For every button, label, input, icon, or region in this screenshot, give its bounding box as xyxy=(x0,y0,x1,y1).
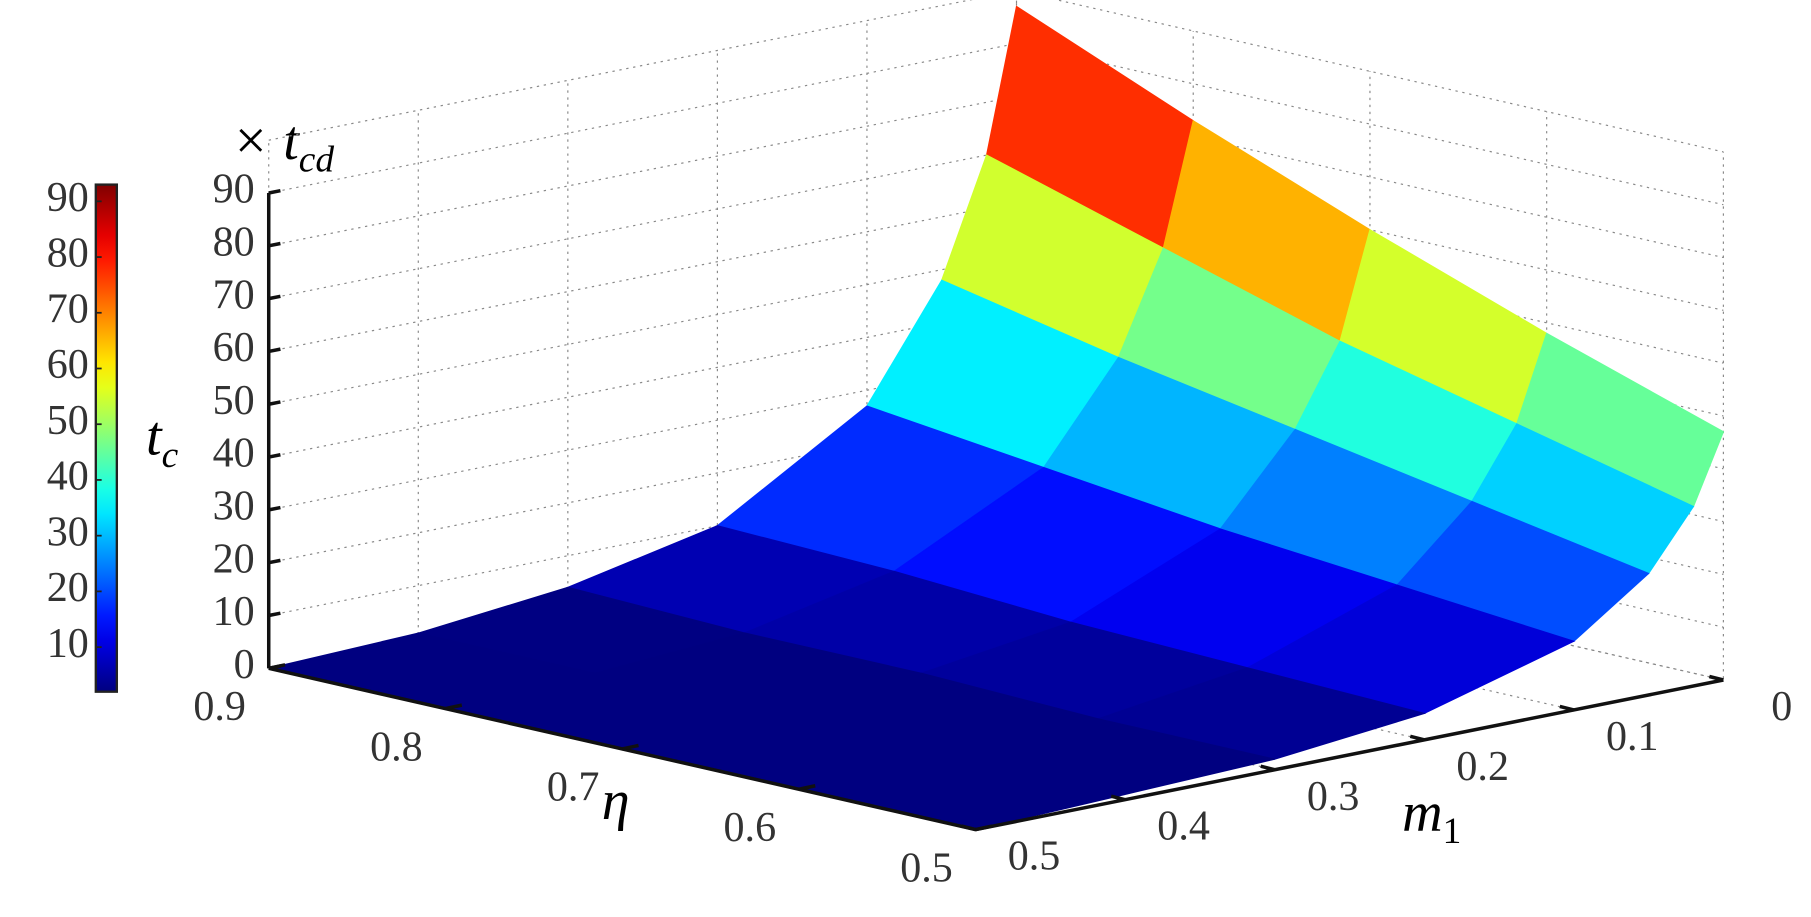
z-label-sub: c xyxy=(162,435,179,476)
grid-line xyxy=(268,254,1724,417)
x-tick xyxy=(1559,704,1575,712)
x-tick xyxy=(1409,734,1425,742)
z-unit-main: × t xyxy=(231,110,300,172)
grid-line xyxy=(268,95,1724,259)
grid-line xyxy=(268,148,1724,311)
z-tick-label: 80 xyxy=(213,219,255,265)
z-tick xyxy=(268,453,281,459)
x-tick-label: 0.2 xyxy=(1456,744,1509,790)
colorbar-tick-label: 70 xyxy=(47,286,89,332)
z-label-main: t xyxy=(146,406,163,468)
z-tick xyxy=(268,294,281,301)
z-axis-label: tc xyxy=(146,406,179,476)
colorbar-tick-label: 40 xyxy=(47,454,89,500)
z-tick xyxy=(268,400,281,406)
colorbar-tick-label: 90 xyxy=(47,175,89,221)
y-tick xyxy=(621,743,639,751)
colorbar-tick-label: 80 xyxy=(47,231,89,277)
z-tick-label: 60 xyxy=(213,325,255,371)
colorbar-tick-label: 30 xyxy=(47,509,89,555)
z-tick-label: 0 xyxy=(234,642,255,688)
z-tick xyxy=(268,347,281,354)
x-tick xyxy=(1110,794,1126,802)
z-tick xyxy=(268,611,281,618)
z-tick-label: 50 xyxy=(213,378,255,424)
grid-line xyxy=(268,42,1724,206)
z-unit-label: × tcd xyxy=(231,110,334,180)
x-tick-label: 0.1 xyxy=(1606,714,1659,760)
y-tick xyxy=(975,824,993,832)
grid-line xyxy=(268,201,1724,364)
y-tick-label: 0.5 xyxy=(900,845,953,891)
grid-line xyxy=(268,306,1724,470)
y-tick-label: 0.6 xyxy=(724,805,777,851)
plot: η m1 tc × tcd 01020304050607080900.50.60… xyxy=(47,0,1792,891)
x-label-sub: 1 xyxy=(1443,811,1462,852)
colorbar-tick-label: 10 xyxy=(47,621,89,667)
colorbar-tick-label: 20 xyxy=(47,565,89,611)
grid-line xyxy=(268,412,1724,575)
z-tick-label: 20 xyxy=(213,536,255,582)
z-tick xyxy=(268,505,281,512)
box-edge xyxy=(268,0,1724,153)
z-tick-label: 40 xyxy=(213,431,255,477)
y-tick xyxy=(268,663,286,671)
x-axis-label: m1 xyxy=(1402,782,1461,852)
x-tick xyxy=(1260,764,1276,772)
y-tick-label: 0.7 xyxy=(547,765,600,811)
z-tick xyxy=(268,188,281,195)
y-tick-label: 0.9 xyxy=(193,684,246,730)
colorbar-tick-label: 60 xyxy=(47,342,89,388)
z-tick-label: 30 xyxy=(213,484,255,530)
x-label-main: m xyxy=(1402,782,1443,844)
y-tick-label: 0.8 xyxy=(370,724,423,770)
x-tick-label: 0.5 xyxy=(1008,834,1061,880)
z-unit-sub: cd xyxy=(299,139,335,180)
z-tick-label: 10 xyxy=(213,589,255,635)
y-tick xyxy=(798,784,816,791)
colorbar-tick-label: 50 xyxy=(47,398,89,444)
z-tick xyxy=(268,241,281,248)
y-axis-label: η xyxy=(602,770,630,832)
x-tick xyxy=(1708,674,1724,682)
y-tick xyxy=(445,703,463,711)
z-tick-label: 90 xyxy=(213,167,255,213)
z-tick-label: 70 xyxy=(213,272,255,318)
grid-line xyxy=(268,465,1724,628)
z-tick xyxy=(268,558,281,565)
x-tick-label: 0.4 xyxy=(1157,804,1210,850)
x-tick-label: 0 xyxy=(1771,684,1792,730)
grid-line xyxy=(268,359,1724,523)
x-tick xyxy=(961,824,977,832)
colorbar xyxy=(94,183,119,693)
x-tick-label: 0.3 xyxy=(1307,774,1360,820)
